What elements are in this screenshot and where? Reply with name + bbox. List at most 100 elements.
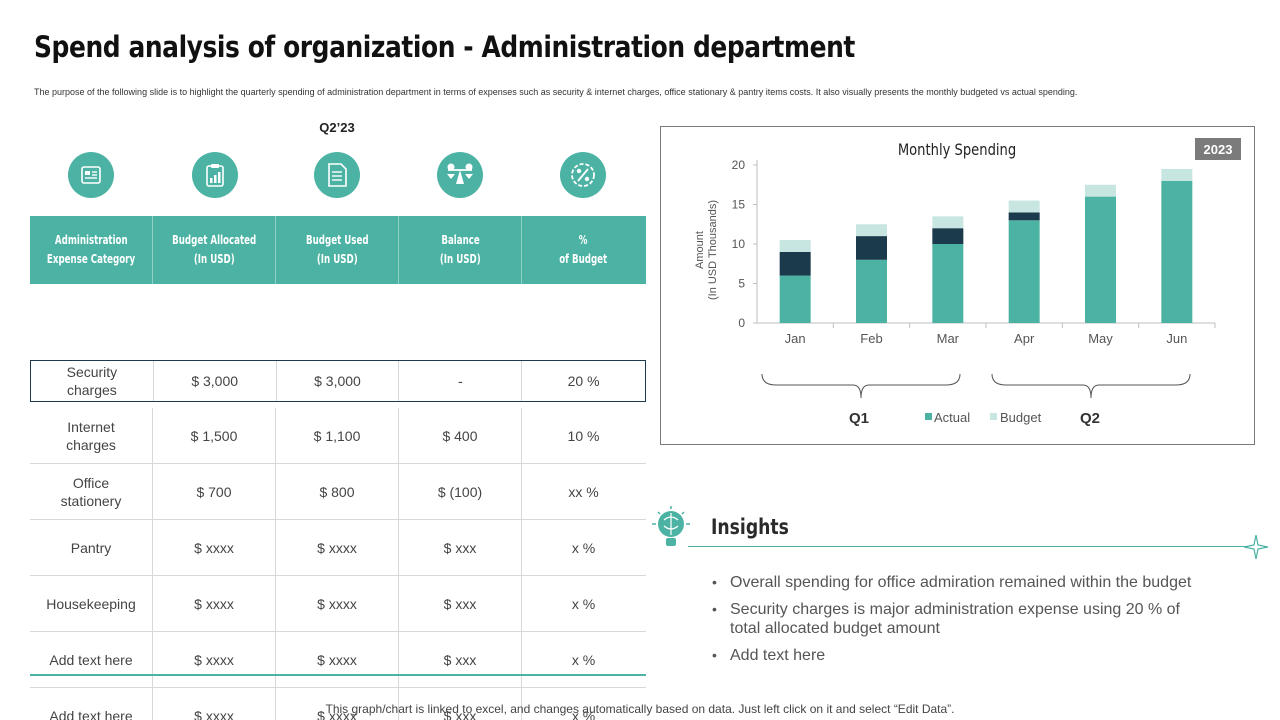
bar-actual — [1161, 180, 1193, 323]
header-budget-used: Budget Used (In USD) — [276, 216, 399, 284]
bar-actual — [856, 259, 887, 323]
cell-balance: $ xxx — [399, 632, 522, 687]
cell-allocated: $ xxxx — [153, 520, 276, 575]
cell-balance: - — [399, 361, 523, 401]
bar-budget — [932, 216, 964, 229]
cell-balance: $ xxx — [399, 576, 522, 631]
cell-percent: xx % — [568, 483, 599, 500]
x-tick-label: Feb — [860, 331, 882, 346]
bar-budget — [1008, 200, 1040, 213]
cell-percent: x % — [571, 595, 596, 612]
y-tick-label: 20 — [732, 158, 746, 172]
sparkle-icon — [1244, 535, 1268, 559]
bar-budget — [1085, 184, 1116, 197]
insights-divider — [688, 546, 1248, 547]
legend-label-actual: Actual — [934, 410, 970, 425]
cell-balance: $ (100) — [399, 464, 522, 519]
x-tick-label: Jun — [1166, 331, 1187, 346]
cell-percent: x % — [571, 651, 596, 668]
x-tick-label: May — [1088, 331, 1113, 346]
cell-category: Add text here — [30, 632, 153, 687]
cell-allocated: $ xxxx — [153, 688, 276, 720]
q1-brace — [761, 373, 961, 399]
legend-swatch-actual — [925, 413, 932, 420]
page-subtitle: The purpose of the following slide is to… — [34, 87, 1078, 97]
cell-used: $ xxxx — [276, 520, 399, 575]
y-tick-label: 10 — [732, 237, 746, 251]
document-list-icon — [314, 152, 360, 198]
x-tick-label: Jan — [785, 331, 806, 346]
cell-allocated: $ xxxx — [153, 632, 276, 687]
table-row: Internet charges $ 1,500 $ 1,100 $ 400 10 % — [30, 408, 646, 464]
header-percent-budget: % of Budget — [559, 233, 608, 266]
cell-allocated: $ 3,000 — [154, 361, 277, 401]
header-category: Administration Expense Category — [30, 216, 153, 284]
bar-actual — [779, 275, 811, 323]
y-axis-label: Amount(In USD Thousands) — [694, 200, 719, 300]
bar-overspend — [856, 236, 887, 260]
quarter-label: Q2’23 — [319, 120, 355, 135]
cell-allocated: $ 700 — [153, 464, 276, 519]
insights-title: Insights — [711, 515, 789, 539]
report-icon — [68, 152, 114, 198]
table-row: Pantry $ xxxx $ xxxx $ xxx x % — [30, 520, 646, 576]
cell-balance: $ 400 — [399, 408, 522, 463]
table-header: Administration Expense Category Budget Al… — [30, 216, 646, 284]
bar-overspend — [779, 251, 811, 276]
cell-allocated: $ 1,500 — [153, 408, 276, 463]
insight-item: Add text here — [710, 646, 1200, 665]
cell-category: Office stationery — [30, 464, 153, 519]
table-row: Office stationery $ 700 $ 800 $ (100) xx % — [30, 464, 646, 520]
x-tick-label: Apr — [1014, 331, 1035, 346]
cell-used: $ xxxx — [276, 688, 399, 720]
chart-clipboard-icon — [192, 152, 238, 198]
bar-budget — [856, 224, 887, 237]
header-balance: Balance (In USD) — [399, 216, 522, 284]
q2-brace — [991, 373, 1191, 399]
chart-title: Monthly Spending — [897, 140, 1017, 159]
footer-note: This graph/chart is linked to excel, and… — [325, 702, 955, 716]
cell-used: $ 800 — [276, 464, 399, 519]
cell-category: Security charges — [31, 361, 154, 401]
table-row: Security charges $ 3,000 $ 3,000-20 % — [30, 360, 646, 402]
year-badge: 2023 — [1195, 138, 1241, 160]
cell-allocated: $ xxxx — [153, 576, 276, 631]
bar-overspend — [932, 228, 964, 244]
legend-swatch-budget — [990, 413, 997, 420]
cell-used: $ 1,100 — [276, 408, 399, 463]
table-row: Housekeeping $ xxxx $ xxxx $ xxx x % — [30, 576, 646, 632]
y-tick-label: 0 — [738, 316, 745, 330]
cell-percent: 10 % — [567, 427, 600, 444]
cell-category: Internet charges — [30, 408, 153, 463]
page-title: Spend analysis of organization - Adminis… — [34, 30, 855, 64]
table-bottom-rule — [30, 674, 646, 676]
cell-percent: x % — [571, 539, 596, 556]
group-label-q1: Q1 — [849, 410, 869, 427]
table-row: Add text here $ xxxx $ xxxx $ xxx x % — [30, 688, 646, 720]
cell-category: Add text here — [30, 688, 153, 720]
bar-overspend — [1008, 212, 1040, 221]
cell-category: Pantry — [30, 520, 153, 575]
cell-used: $ xxxx — [276, 632, 399, 687]
bar-actual — [1008, 220, 1040, 323]
group-label-q2: Q2 — [1080, 410, 1100, 427]
insights-list: Overall spending for office admiration r… — [710, 573, 1200, 673]
x-tick-label: Mar — [937, 331, 960, 346]
percent-badge-icon — [560, 152, 606, 198]
cell-balance: $ xxx — [399, 688, 522, 720]
brain-bulb-icon — [652, 506, 690, 546]
cell-percent: 20 % — [567, 373, 600, 389]
bar-budget — [1161, 168, 1193, 181]
legend-label-budget: Budget — [1000, 410, 1042, 425]
cell-percent: x % — [571, 707, 596, 720]
cell-used: $ 3,000 — [277, 361, 400, 401]
bar-actual — [1085, 196, 1116, 323]
cell-used: $ xxxx — [276, 576, 399, 631]
cell-category: Housekeeping — [30, 576, 153, 631]
y-tick-label: 5 — [738, 277, 745, 291]
insight-item: Security charges is major administration… — [710, 600, 1200, 638]
insight-item: Overall spending for office admiration r… — [710, 573, 1200, 592]
balance-scale-icon — [437, 152, 483, 198]
budget-table: Administration Expense Category Budget Al… — [30, 216, 646, 720]
